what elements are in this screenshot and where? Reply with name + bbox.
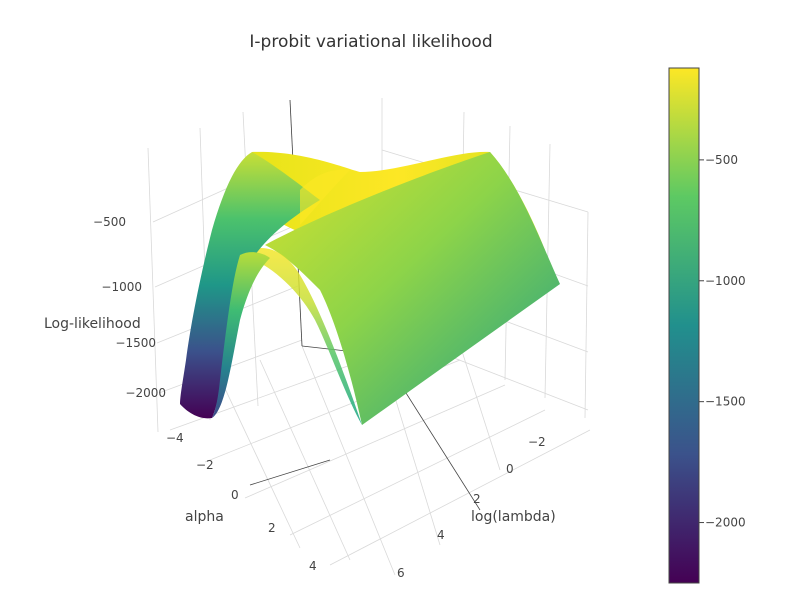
x-tick-label: 0 — [231, 488, 239, 502]
surface-highlight — [300, 169, 350, 225]
y-tick-label: 6 — [397, 566, 405, 580]
x-tick-label: 4 — [309, 559, 317, 573]
colorbar-tick-label: −1000 — [705, 274, 746, 288]
colorbar-tick-label: −1500 — [705, 395, 746, 409]
surface — [180, 151, 560, 425]
z-tick-label: −1000 — [101, 280, 142, 294]
z-tick-label: −500 — [93, 215, 126, 229]
y-tick-label: 4 — [437, 528, 445, 542]
colorbar-ticks: −500 −1000 −1500 −2000 — [699, 153, 746, 530]
x-tick-label: −2 — [196, 458, 214, 472]
surface-inner-wall — [212, 252, 270, 418]
z-tick-label: −2000 — [125, 386, 166, 400]
x-axis-ticks: −4 −2 0 2 4 — [166, 431, 317, 573]
surface-right-slope — [265, 152, 560, 425]
colorbar-bar — [668, 67, 700, 584]
colorbar-tick-label: −500 — [705, 153, 738, 167]
colorbar-tick-label: −2000 — [705, 516, 746, 530]
colorbar: −500 −1000 −1500 −2000 — [668, 67, 746, 584]
surface-front-ridge — [240, 247, 362, 425]
y-tick-label: 0 — [506, 462, 514, 476]
z-axis-title: Log-likelihood — [44, 316, 141, 332]
y-axis-ticks: −2 0 2 4 6 — [397, 435, 546, 580]
y-tick-label: −2 — [528, 435, 546, 449]
surface-left-wall — [180, 152, 320, 419]
z-tick-label: −1500 — [115, 336, 156, 350]
x-axis-title: alpha — [185, 509, 224, 525]
x-tick-label: −4 — [166, 431, 184, 445]
y-tick-label: 2 — [473, 492, 481, 506]
y-axis-title: log(lambda) — [471, 509, 556, 525]
chart-title: I-probit variational likelihood — [249, 32, 492, 52]
x-tick-label: 2 — [268, 521, 276, 535]
z-axis-ticks: −500 −1000 −1500 −2000 — [93, 215, 166, 400]
